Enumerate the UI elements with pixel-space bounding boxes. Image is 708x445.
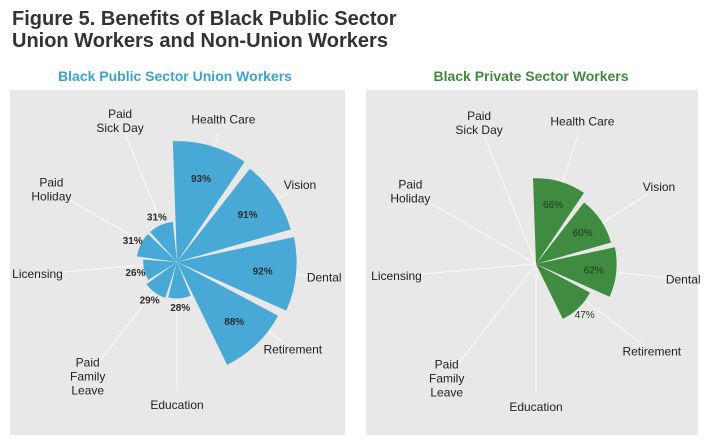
union-wedge-licensing <box>143 259 177 280</box>
union-value-label: 31% <box>147 213 167 224</box>
private-wedge-vision <box>536 202 611 264</box>
union-value-label: 88% <box>224 317 244 328</box>
union-value-label: 26% <box>125 268 145 279</box>
union-value-label: 28% <box>170 303 190 314</box>
union-wedge-vision <box>177 168 291 262</box>
union-value-label: 92% <box>253 267 273 278</box>
private-wedge-health-care <box>533 178 584 264</box>
private-spoke <box>483 135 537 265</box>
private-chart-title: Black Private Sector Workers <box>433 68 629 84</box>
private-wedge-retirement <box>536 264 590 319</box>
union-wedge-retirement <box>177 262 279 365</box>
union-chart-title: Black Public Sector Union Workers <box>58 68 292 84</box>
private-category-label: Paid Holiday <box>390 178 430 206</box>
private-wedge-dental <box>536 247 617 297</box>
union-wedge-paid-holiday <box>137 234 177 262</box>
union-category-label: Paid Sick Day <box>96 107 143 135</box>
union-wedge-education <box>168 262 191 299</box>
private-value-label: 66% <box>543 200 563 211</box>
union-value-label: 93% <box>191 174 211 185</box>
union-category-label: Health Care <box>191 112 255 126</box>
union-category-label: Retirement <box>263 342 322 356</box>
private-chart-panel <box>366 90 698 435</box>
private-category-label: Paid Family Leave <box>429 357 464 399</box>
union-category-label: Paid Family Leave <box>70 355 105 397</box>
private-category-label: Licensing <box>371 269 422 283</box>
private-category-label: Dental <box>666 273 701 287</box>
union-category-label: Education <box>150 398 203 412</box>
union-value-label: 29% <box>140 295 160 306</box>
private-category-label: Health Care <box>550 114 614 128</box>
union-category-label: Dental <box>307 271 342 285</box>
union-wedge-paid-sick-day <box>150 221 177 262</box>
private-category-label: Retirement <box>622 344 681 358</box>
union-value-label: 31% <box>123 236 143 247</box>
private-category-label: Paid Sick Day <box>455 109 502 137</box>
private-chart: 66% 60% 62% 47% Health Care Vision Dental Retir… <box>371 109 700 414</box>
union-category-label: Paid Holiday <box>31 176 71 204</box>
private-spoke <box>422 197 537 265</box>
private-value-label: 47% <box>575 310 595 321</box>
private-category-label: Education <box>509 400 562 414</box>
union-wedge-dental <box>177 237 297 311</box>
private-spoke <box>410 263 537 276</box>
union-chart: 93% 91% 92% 88% 28% 29% 26% 31% 31% Health Care Vi… <box>12 107 341 412</box>
private-value-label: 60% <box>573 228 593 239</box>
private-category-label: Vision <box>643 180 675 194</box>
union-value-label: 91% <box>238 210 258 221</box>
union-wedge-paid-family-leave <box>146 262 177 298</box>
private-spoke <box>454 263 537 368</box>
union-category-label: Vision <box>284 178 316 192</box>
private-value-label: 62% <box>584 266 604 277</box>
union-wedge-health-care <box>172 141 245 262</box>
union-category-label: Licensing <box>12 267 63 281</box>
figure-title: Figure 5. Benefits of Black Public Secto… <box>12 8 397 52</box>
